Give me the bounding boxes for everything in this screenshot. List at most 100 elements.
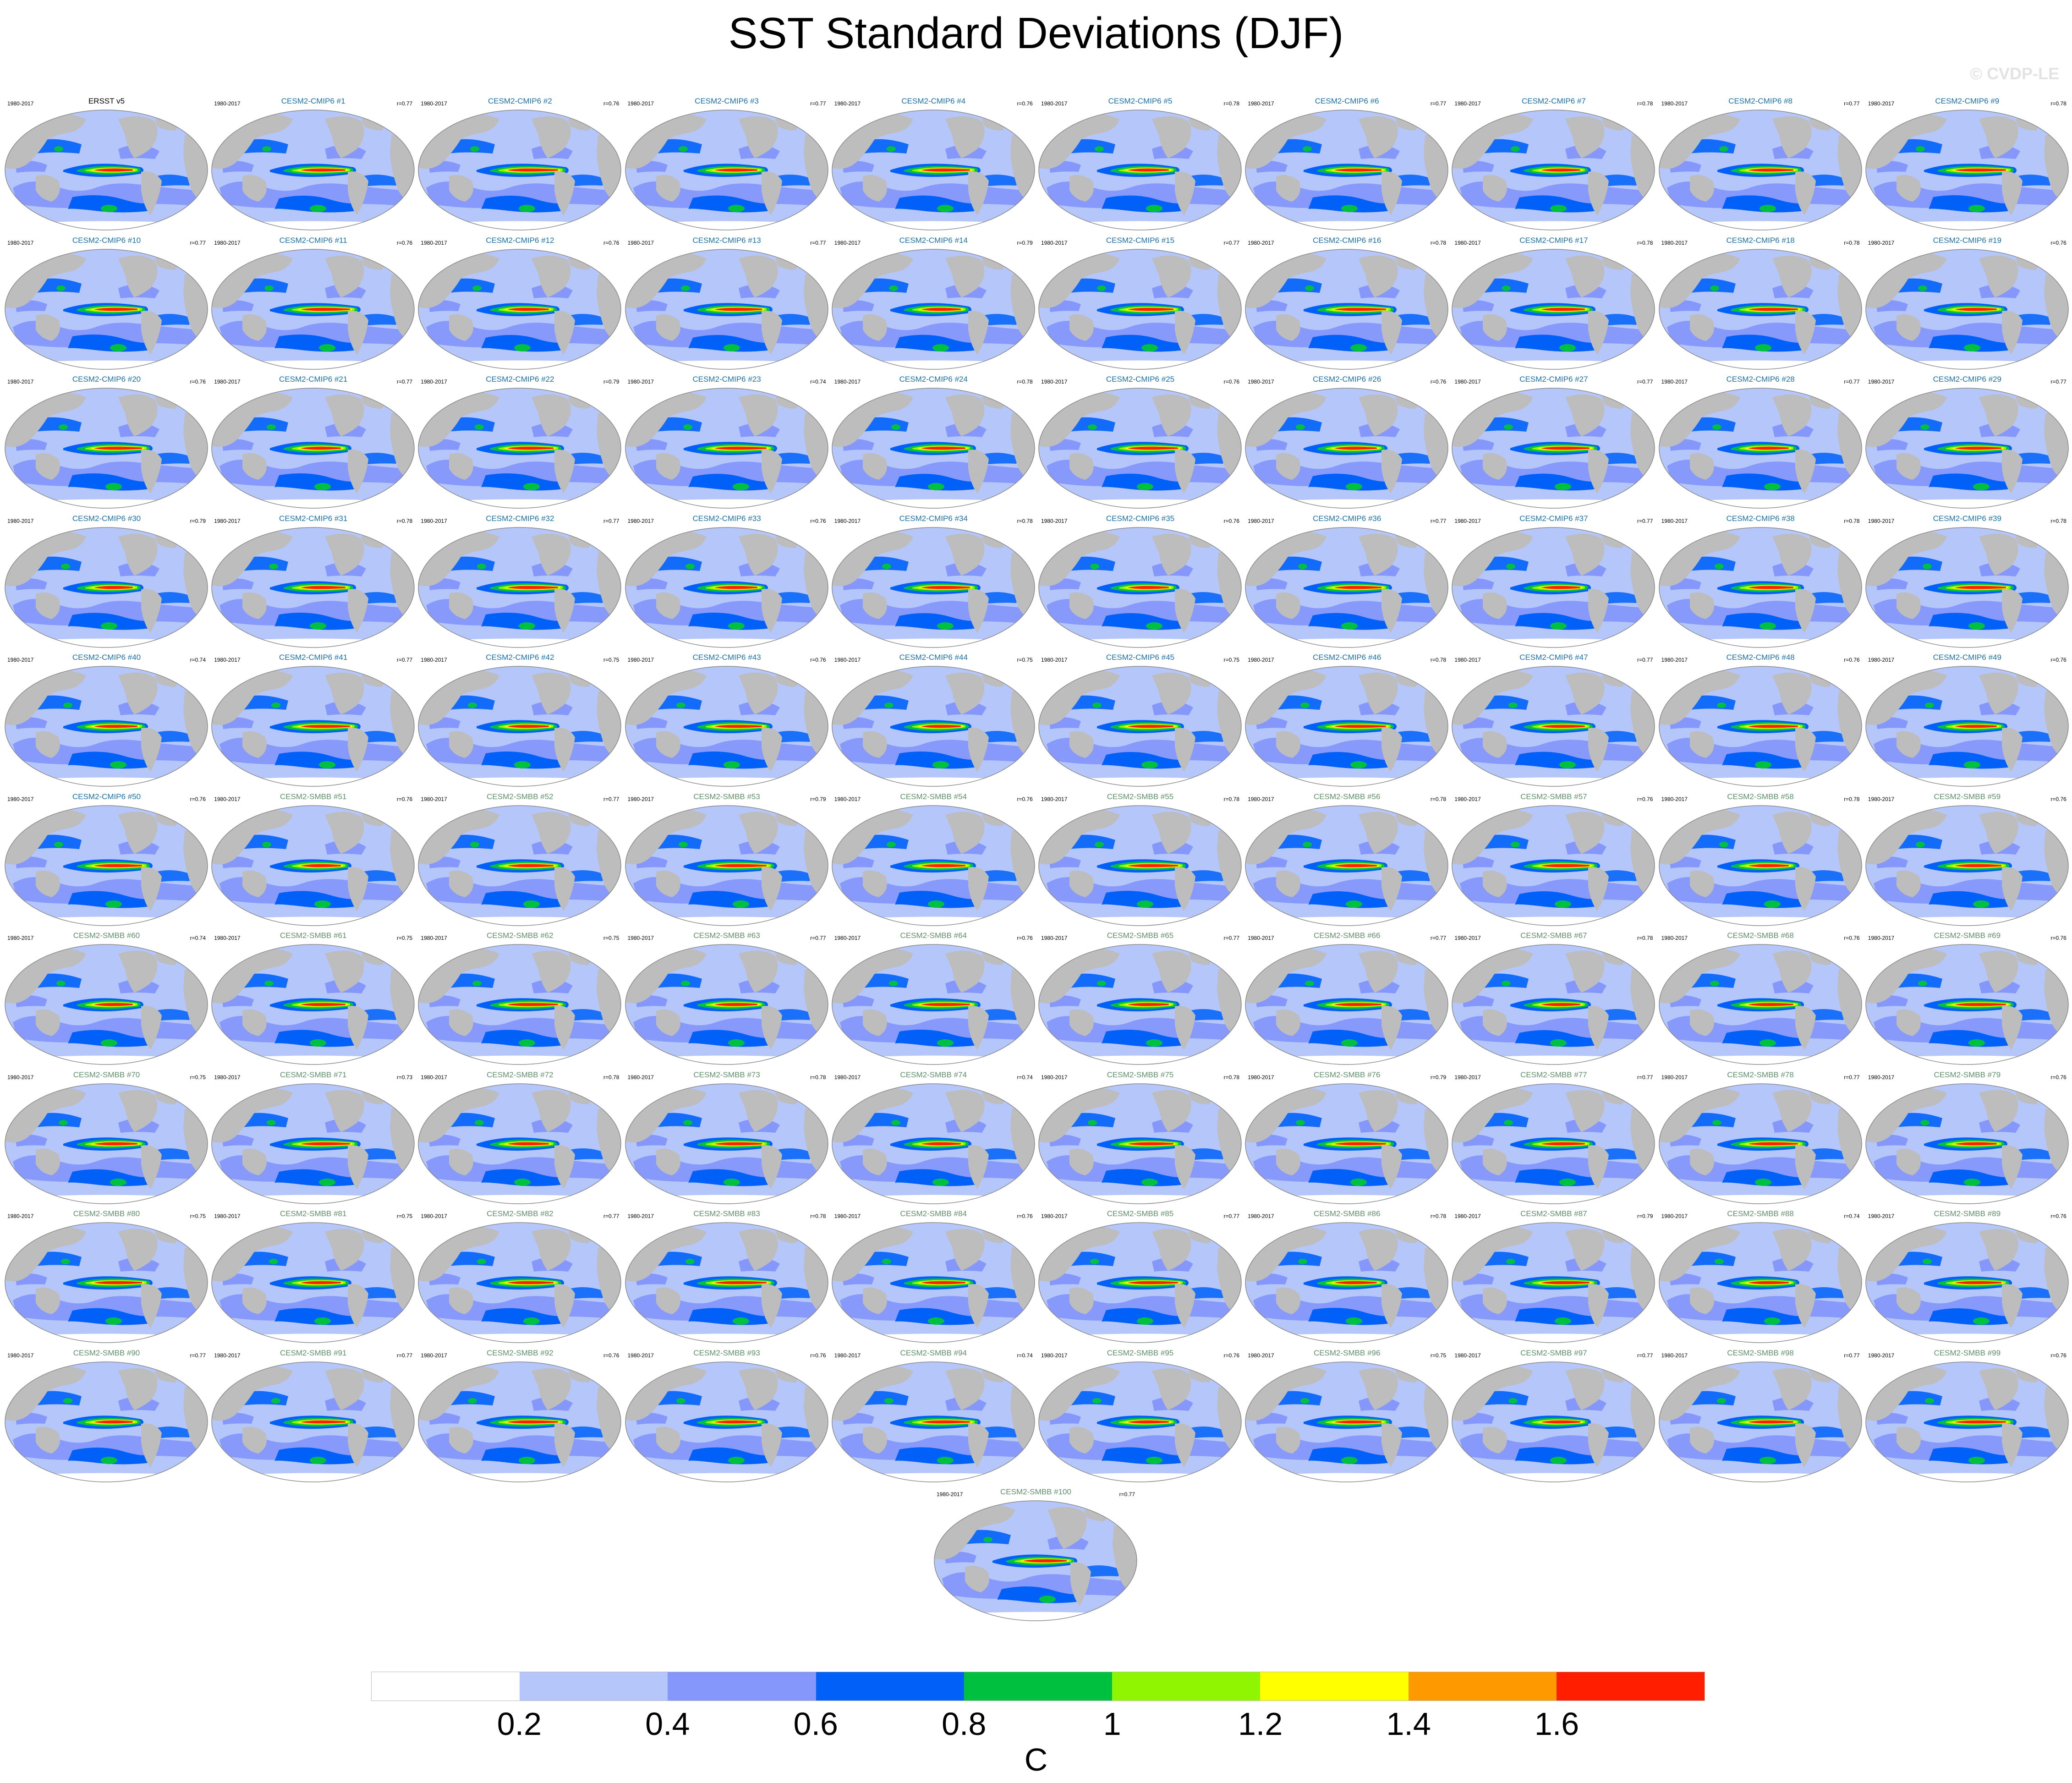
panel-period: 1980-2017	[214, 935, 241, 941]
world-map	[1452, 110, 1655, 230]
panel-title: CESM2-CMIP6 #29	[1933, 375, 2001, 384]
panel-pattern-correlation: r=0.78	[1223, 1074, 1239, 1081]
map-panel: 1980-2017 CESM2-CMIP6 #23 r=0.74	[624, 372, 830, 512]
panel-title: CESM2-SMBB #61	[280, 931, 347, 940]
world-map	[1865, 527, 2069, 648]
panel-pattern-correlation: r=0.76	[1844, 657, 1860, 663]
panel-title: CESM2-CMIP6 #25	[1106, 375, 1175, 384]
panel-period: 1980-2017	[627, 1213, 654, 1219]
panel-period: 1980-2017	[1661, 795, 1688, 802]
map-panel: 1980-2017 CESM2-SMBB #65 r=0.77	[1037, 928, 1243, 1068]
panel-pattern-correlation: r=0.74	[1017, 1352, 1033, 1359]
map-panel: 1980-2017 CESM2-SMBB #92 r=0.76	[417, 1346, 623, 1486]
map-panel: 1980-2017 CESM2-SMBB #84 r=0.76	[831, 1207, 1036, 1346]
map-panel: 1980-2017 CESM2-CMIP6 #20 r=0.76	[4, 372, 209, 512]
panel-title: CESM2-SMBB #98	[1727, 1348, 1794, 1357]
panel-period: 1980-2017	[627, 1352, 654, 1359]
panel-title: CESM2-SMBB #81	[280, 1209, 347, 1218]
panel-title: CESM2-CMIP6 #18	[1726, 236, 1795, 245]
world-map	[1452, 527, 1655, 648]
world-map	[211, 1361, 415, 1482]
map-panel: 1980-2017 CESM2-CMIP6 #22 r=0.79	[417, 372, 623, 512]
world-map	[211, 527, 415, 648]
panel-title: CESM2-SMBB #100	[1000, 1487, 1071, 1496]
map-panel: 1980-2017 CESM2-CMIP6 #11 r=0.76	[210, 233, 416, 373]
world-map	[418, 388, 622, 509]
world-map	[832, 666, 1035, 787]
panel-pattern-correlation: r=0.76	[2050, 1213, 2067, 1219]
panel-period: 1980-2017	[1868, 1213, 1895, 1219]
panel-pattern-correlation: r=0.77	[603, 795, 619, 802]
panel-period: 1980-2017	[1041, 1074, 1068, 1081]
panel-pattern-correlation: r=0.75	[1017, 657, 1033, 663]
panel-pattern-correlation: r=0.74	[190, 657, 206, 663]
world-map	[211, 248, 415, 370]
panel-title: CESM2-SMBB #73	[693, 1070, 760, 1079]
panel-title: CESM2-SMBB #85	[1107, 1209, 1174, 1218]
map-panel: 1980-2017 CESM2-SMBB #93 r=0.76	[624, 1346, 830, 1486]
map-panel: 1980-2017 CESM2-CMIP6 #30 r=0.79	[4, 511, 209, 651]
world-map	[1038, 388, 1242, 509]
map-panel: 1980-2017 CESM2-SMBB #85 r=0.77	[1037, 1207, 1243, 1346]
panel-pattern-correlation: r=0.78	[396, 517, 413, 524]
panel-pattern-correlation: r=0.74	[1017, 1074, 1033, 1081]
panel-title: CESM2-CMIP6 #22	[486, 375, 554, 384]
panel-pattern-correlation: r=0.77	[396, 100, 413, 107]
map-panel: 1980-2017 CESM2-SMBB #58 r=0.78	[1658, 790, 1864, 929]
colorbar-segment	[964, 1672, 1113, 1701]
panel-period: 1980-2017	[1248, 239, 1274, 246]
world-map	[1658, 666, 1862, 787]
panel-title: CESM2-CMIP6 #9	[1935, 97, 2000, 105]
panel-period: 1980-2017	[421, 100, 447, 107]
panel-pattern-correlation: r=0.74	[190, 935, 206, 941]
panel-period: 1980-2017	[1661, 100, 1688, 107]
colorbar-segment	[668, 1672, 816, 1701]
panel-period: 1980-2017	[1248, 1213, 1274, 1219]
panel-period: 1980-2017	[627, 795, 654, 802]
world-map	[418, 805, 622, 926]
map-panel: 1980-2017 CESM2-SMBB #95 r=0.76	[1037, 1346, 1243, 1486]
panel-title: CESM2-CMIP6 #27	[1519, 375, 1588, 384]
world-map	[5, 1083, 208, 1204]
panel-title: CESM2-CMIP6 #17	[1519, 236, 1588, 245]
panel-title: CESM2-CMIP6 #24	[899, 375, 968, 384]
map-panel: 1980-2017 CESM2-SMBB #62 r=0.75	[417, 928, 623, 1068]
panel-period: 1980-2017	[834, 517, 861, 524]
panel-period: 1980-2017	[1248, 935, 1274, 941]
panel-pattern-correlation: r=0.77	[1637, 379, 1653, 385]
panel-title: CESM2-SMBB #63	[693, 931, 760, 940]
panel-period: 1980-2017	[214, 100, 241, 107]
map-panel: 1980-2017 CESM2-CMIP6 #42 r=0.75	[417, 650, 623, 790]
world-map	[418, 110, 622, 230]
panel-title: CESM2-CMIP6 #13	[692, 236, 761, 245]
panel-period: 1980-2017	[1248, 795, 1274, 802]
map-panel: 1980-2017 CESM2-CMIP6 #5 r=0.78	[1037, 94, 1243, 234]
map-panel: 1980-2017 CESM2-CMIP6 #35 r=0.76	[1037, 511, 1243, 651]
world-map	[418, 1361, 622, 1482]
panel-period: 1980-2017	[214, 1352, 241, 1359]
map-panel: 1980-2017 CESM2-SMBB #61 r=0.75	[210, 928, 416, 1068]
panel-title: CESM2-SMBB #67	[1520, 931, 1587, 940]
world-map	[832, 1222, 1035, 1343]
map-panel: 1980-2017 CESM2-SMBB #100 r=0.77	[933, 1485, 1139, 1624]
panel-pattern-correlation: r=0.77	[1637, 1352, 1653, 1359]
map-panel: 1980-2017 CESM2-SMBB #54 r=0.76	[831, 790, 1036, 929]
map-panel: 1980-2017 CESM2-CMIP6 #31 r=0.78	[210, 511, 416, 651]
map-panel: 1980-2017 CESM2-SMBB #87 r=0.79	[1451, 1207, 1656, 1346]
panel-period: 1980-2017	[7, 517, 34, 524]
panel-pattern-correlation: r=0.78	[1844, 795, 1860, 802]
panel-pattern-correlation: r=0.76	[1017, 935, 1033, 941]
map-panel: 1980-2017 CESM2-CMIP6 #39 r=0.78	[1864, 511, 2070, 651]
map-panel: 1980-2017 CESM2-CMIP6 #47 r=0.77	[1451, 650, 1656, 790]
world-map	[5, 1361, 208, 1482]
panel-period: 1980-2017	[214, 795, 241, 802]
panel-title: CESM2-CMIP6 #32	[486, 514, 554, 523]
world-map	[418, 1083, 622, 1204]
world-map	[1245, 944, 1448, 1065]
panel-period: 1980-2017	[7, 239, 34, 246]
world-map	[1038, 110, 1242, 230]
panel-title: CESM2-SMBB #70	[73, 1070, 140, 1079]
panel-title: CESM2-SMBB #79	[1934, 1070, 2001, 1079]
map-panel: 1980-2017 CESM2-CMIP6 #45 r=0.75	[1037, 650, 1243, 790]
panel-period: 1980-2017	[214, 239, 241, 246]
